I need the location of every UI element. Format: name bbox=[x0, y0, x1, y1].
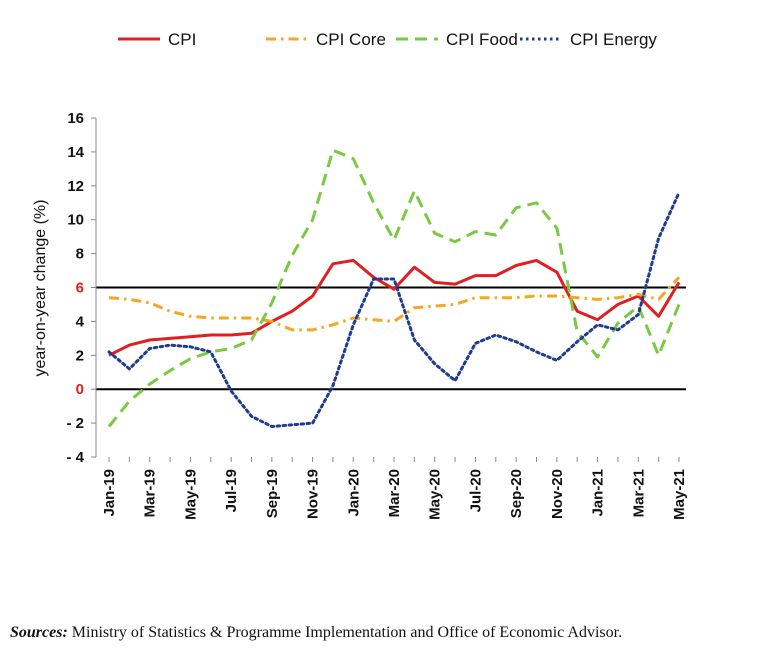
sources-text: Ministry of Statistics & Programme Imple… bbox=[71, 624, 623, 641]
series-layer bbox=[107, 148, 681, 428]
x-tick-label: Jul-20 bbox=[467, 469, 484, 512]
series-line-cpi-energy bbox=[107, 191, 681, 428]
x-tick-label: Jul-19 bbox=[223, 469, 240, 512]
y-tick-label: 16 bbox=[67, 110, 84, 127]
y-tick-label: 14 bbox=[67, 144, 84, 161]
x-tick-label: Jan-21 bbox=[590, 469, 607, 517]
series-line-cpi-core bbox=[108, 276, 681, 332]
legend-label-cpi: CPI bbox=[168, 30, 196, 49]
x-tick-label: Mar-20 bbox=[386, 469, 403, 517]
x-tick-label: May-20 bbox=[427, 469, 444, 520]
chart-legend: CPI CPI Core CPI Food CPI Energy bbox=[118, 30, 657, 49]
y-tick-label: - 4 bbox=[66, 449, 84, 466]
y-tick-label: 12 bbox=[67, 178, 84, 195]
sources-note: Sources: Ministry of Statistics & Progra… bbox=[10, 624, 622, 642]
x-tick-label: Sep-19 bbox=[264, 469, 281, 518]
y-tick-label: 0 bbox=[76, 381, 84, 398]
x-tick-label: Mar-19 bbox=[142, 469, 159, 517]
chart-axes: - 4 - 2 0 2 4 6 8 10 12 14 16 Jan-19 Mar-19 May-19 Jul… bbox=[66, 110, 688, 520]
y-tick-label: 2 bbox=[76, 347, 84, 364]
x-tick-label: Sep-20 bbox=[508, 469, 525, 518]
legend-label-cpi-energy: CPI Energy bbox=[570, 30, 657, 49]
x-tick-label: Mar-21 bbox=[630, 469, 647, 517]
x-tick-label: May-19 bbox=[182, 469, 199, 520]
legend-label-cpi-food: CPI Food bbox=[446, 30, 518, 49]
series-line-cpi-food bbox=[107, 148, 681, 428]
y-tick-label: - 2 bbox=[66, 415, 84, 432]
y-tick-label: 4 bbox=[76, 313, 85, 330]
series-line-cpi bbox=[108, 258, 681, 357]
y-tick-label: 8 bbox=[76, 246, 84, 263]
y-tick-label: 6 bbox=[76, 280, 84, 297]
x-tick-label: Jan-20 bbox=[345, 469, 362, 517]
x-tick-label: May-21 bbox=[671, 469, 688, 520]
y-axis-title: year-on-year change (%) bbox=[32, 200, 49, 377]
x-tick-label: Jan-19 bbox=[101, 469, 118, 517]
sources-label: Sources: bbox=[10, 624, 68, 641]
legend-label-cpi-core: CPI Core bbox=[316, 30, 386, 49]
x-tick-label: Nov-20 bbox=[549, 469, 566, 519]
x-tick-label: Nov-19 bbox=[305, 469, 322, 519]
y-tick-label: 10 bbox=[67, 212, 84, 229]
line-chart: CPI CPI Core CPI Food CPI Energy - 4 - 2 0 2 4 6… bbox=[32, 30, 688, 520]
